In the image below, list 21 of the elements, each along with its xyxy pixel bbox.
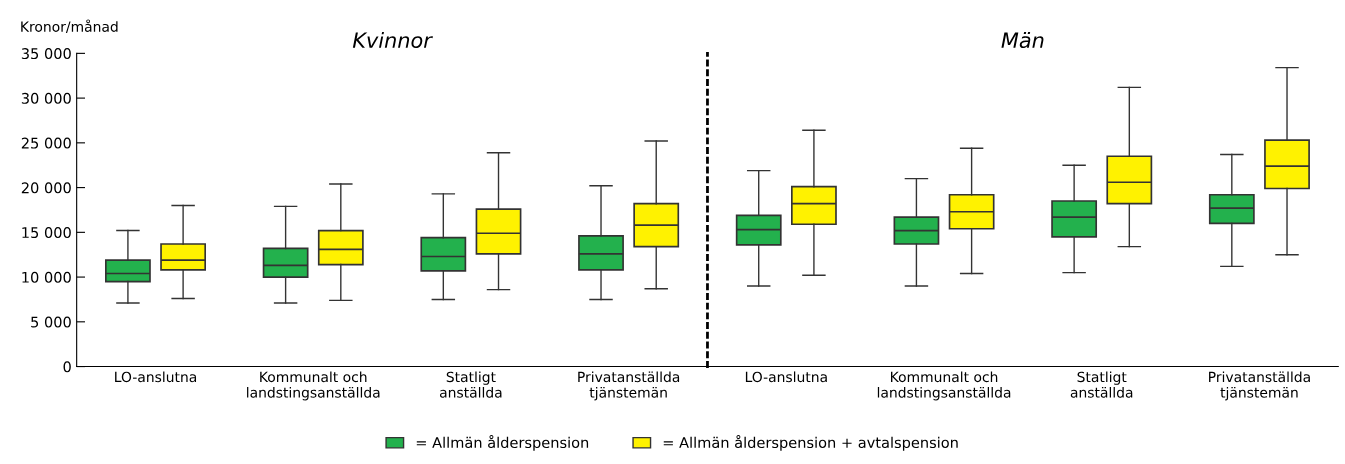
x-tick-label: LO-anslutna <box>745 371 827 383</box>
chart-title: Män <box>1001 32 1044 49</box>
x-tick-label: Kommunalt och landstingsanställda <box>247 371 380 401</box>
x-tick-label: Statligt anställda <box>1070 371 1133 398</box>
y-tick-label: 15 000 <box>22 227 71 239</box>
x-tick-label: Privatanställda tjänstemän <box>578 371 680 401</box>
y-tick-label: 10 000 <box>22 271 71 283</box>
y-tick-label: 20 000 <box>21 182 71 194</box>
legend-label: = Allmän ålderspension <box>416 435 589 451</box>
x-tick-label: LO-anslutna <box>115 371 197 383</box>
x-tick-label: Statligt anställda <box>439 371 502 398</box>
y-tick-label: 35 000 <box>21 48 71 60</box>
y-tick-label: 25 000 <box>21 137 71 149</box>
legend-label: = Allmän ålderspension + avtalspension <box>663 435 958 451</box>
chart-title: Kvinnor <box>352 31 433 49</box>
x-tick-label: Kommunalt och landstingsanställda <box>877 371 1011 401</box>
y-tick-label: 30 000 <box>21 92 71 104</box>
x-tick-label: Privatanställda tjänstemän <box>1209 371 1310 401</box>
y-tick-label: 5 000 <box>31 316 71 328</box>
y-tick-label: 0 <box>63 361 71 373</box>
y-axis-title: Kronor/månad <box>21 19 118 33</box>
